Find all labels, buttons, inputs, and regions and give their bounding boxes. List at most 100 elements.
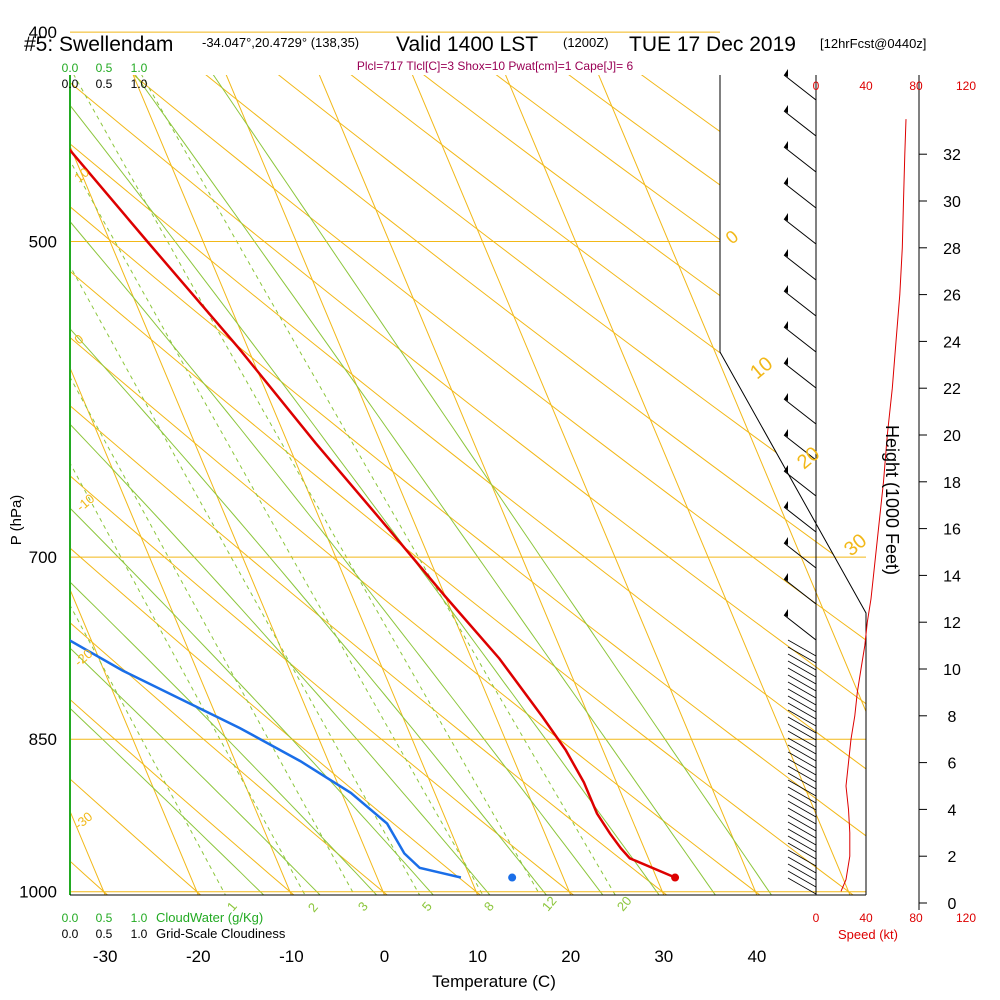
moist-adiabat-line: [70, 75, 448, 895]
isotherm-label: 10: [746, 353, 777, 384]
speed-tick-label-top: 40: [859, 79, 873, 93]
wind-barb-staff: [787, 765, 817, 783]
wind-barb-staff: [783, 110, 817, 137]
wind-barb-staff: [787, 751, 817, 769]
isotherm-label: 30: [840, 530, 871, 561]
isotherm-label: -10: [73, 491, 97, 515]
wind-barb-staff: [787, 653, 817, 671]
wind-barb-pennant: [784, 177, 788, 185]
dry-adiabat-line: [70, 75, 866, 895]
forecast-date: TUE 17 Dec 2019: [629, 33, 796, 56]
wind-barb-pennant: [784, 249, 788, 257]
mixing-ratio-line: [70, 75, 550, 895]
temperature-tick-label: 30: [654, 947, 673, 966]
dry-adiabat-line: [70, 75, 866, 895]
height-tick-label: 12: [943, 615, 961, 632]
wind-barb-staff: [787, 716, 817, 734]
height-tick-label: 18: [943, 475, 961, 492]
isotherm-line: [0, 0, 19, 910]
dry-adiabat-line: [70, 75, 866, 895]
pressure-tick-label: 500: [29, 232, 57, 251]
wind-barb-pennant: [784, 105, 788, 113]
height-tick-label: 24: [943, 334, 961, 351]
pressure-tick-label: 850: [29, 730, 57, 749]
mixing-ratio-label: 12: [539, 893, 560, 914]
temperature-tick-label: -20: [186, 947, 211, 966]
wind-barb-pennant: [784, 537, 788, 545]
wind-barb-staff: [783, 542, 817, 569]
height-tick-label: 14: [943, 568, 961, 585]
isotherm-label: 10: [71, 165, 92, 186]
wind-barb-staff: [787, 807, 817, 825]
cloudwater-tick-labels: 0.0 0.0 0.5 0.5 1.0 1.0 0.0 0.0 0.5 0.5 1.0 1.0: [62, 61, 148, 941]
moist-adiabat-line: [70, 75, 783, 895]
cloudiness-tick-label-top: 0.0: [62, 77, 79, 91]
isotherm-label: -30: [71, 809, 95, 833]
dry-adiabat-line: [70, 75, 866, 895]
moist-adiabat-line: [70, 75, 392, 895]
cloudwater-tick-label-top: 0.0: [62, 61, 79, 75]
dewpoint-profile-line: [70, 639, 462, 879]
wind-barb-staff: [787, 863, 817, 881]
zulu-time: (1200Z): [563, 35, 609, 50]
isotherm-line: [115, 75, 671, 895]
profile-lines: [70, 148, 676, 879]
pressure-tick-label: 700: [29, 548, 57, 567]
pressure-tick-labels: 2503004005007008501000: [19, 23, 57, 902]
wind-barb-staff: [787, 772, 817, 790]
cloudwater-tick-label-top: 1.0: [131, 61, 148, 75]
height-tick-label: 8: [948, 709, 957, 726]
isotherm-line: [70, 75, 485, 895]
dry-adiabat-line: [70, 75, 866, 895]
isotherm-label: 20: [793, 443, 824, 474]
isotherm-label: -20: [71, 646, 95, 670]
moist-adiabat-line: [70, 75, 559, 895]
plot-frame: [69, 75, 920, 910]
moist-adiabat-line: [70, 75, 503, 895]
dry-adiabat-line: [70, 75, 866, 895]
wind-barb-staff: [787, 646, 817, 664]
mixing-ratio-label: 8: [481, 899, 497, 914]
wind-barb-pennant: [784, 465, 788, 473]
wind-barb-staff: [783, 578, 817, 605]
isotherm-line: [70, 75, 578, 895]
cloudwater-tick-label-bottom: 0.5: [96, 911, 113, 925]
wind-barb-staff: [787, 870, 817, 888]
height-tick-label: 2: [948, 849, 957, 866]
wind-barb-staff: [787, 723, 817, 741]
isobar-lines: [70, 31, 866, 893]
isotherm-line: [208, 75, 764, 895]
temperature-tick-label: 10: [468, 947, 487, 966]
height-tick-label: 26: [943, 288, 961, 305]
wind-barb-staff: [783, 362, 817, 389]
mixing-ratio-label: 2: [305, 900, 321, 915]
height-tick-label: 20: [943, 428, 961, 445]
wind-barb-staff: [787, 758, 817, 776]
sounding-params: Plcl=717 Tlcl[C]=3 Shox=10 Pwat[cm]=1 Ca…: [357, 59, 634, 73]
temperature-tick-label: 0: [380, 947, 389, 966]
pressure-tick-label: 400: [29, 23, 57, 42]
wind-barb-staff: [783, 506, 817, 533]
dry-adiabat-line: [70, 75, 866, 895]
wind-barb-staff: [787, 828, 817, 846]
wind-barb-pennant: [784, 573, 788, 581]
temperature-tick-label: -10: [279, 947, 304, 966]
wind-barb-staff: [787, 681, 817, 699]
wind-barb-staff: [783, 74, 817, 101]
wind-speed-line: [840, 119, 907, 892]
wind-barb-staff: [787, 793, 817, 811]
dry-adiabat-line: [70, 75, 781, 895]
temperature-tick-labels: -30 -20 -10 0 10 20 30 40: [93, 947, 766, 966]
cloudiness-tick-label-bottom: 0.0: [62, 927, 79, 941]
mixing-ratio-line: [70, 75, 429, 895]
moist-adiabat-line: [70, 75, 671, 895]
isotherm-line: [70, 75, 392, 895]
wind-barb-staff: [787, 695, 817, 713]
height-tick-label: 10: [943, 662, 961, 679]
temperature-tick-label: 40: [747, 947, 766, 966]
wind-barb-staff: [783, 254, 817, 281]
cloudwater-tick-label-bottom: 0.0: [62, 911, 79, 925]
